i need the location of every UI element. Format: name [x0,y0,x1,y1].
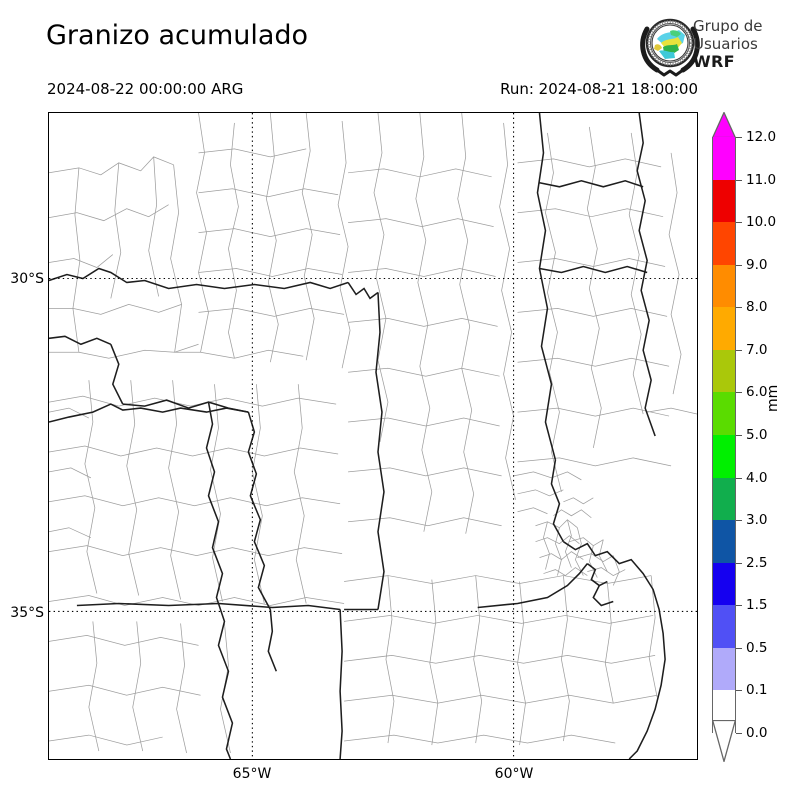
colorbar-tick [736,690,742,692]
colorbar-tick [736,647,742,649]
run-time-label: Run: 2024-08-21 18:00:00 [500,80,698,98]
colorbar-tick-label: 3.0 [746,512,768,529]
colorbar-segment [713,434,735,478]
colorbar-tick-label: 0.5 [746,639,768,656]
colorbar-tick-label: 10.0 [746,214,777,231]
colorbar-segment [713,520,735,563]
logo-line-3: WRF [693,52,735,71]
colorbar-tick [736,307,742,309]
department-boundaries [49,113,697,754]
colorbar-tick [736,435,742,436]
page-title: Granizo acumulado [46,20,309,51]
colorbar-tick [736,264,742,266]
logo-line-1: Grupo de [693,17,763,35]
colorbar-tick [736,562,742,564]
wrf-seal-icon [640,18,700,77]
colorbar-tick [736,137,742,138]
graticule [49,113,697,759]
colorbar-tick-label: 0.1 [746,682,768,699]
colorbar-segment [713,137,735,180]
colorbar-tick-label: 12.0 [746,129,777,145]
colorbar-tick-label: 9.0 [746,256,768,273]
lon-label-60w: 60°W [494,766,534,782]
logo-line-2: Usuarios [693,35,758,53]
colorbar-tick [736,179,742,181]
colorbar-min-arrow [712,720,736,762]
colorbar-tick [736,222,742,224]
lat-label-30s: 30°S [10,271,44,287]
colorbar-tick-label: 2.5 [746,554,768,571]
map-plot-area[interactable] [48,112,698,760]
colorbar-tick-label: 6.0 [746,384,768,401]
colorbar-tick [736,477,742,479]
colorbar-segment [713,477,735,521]
map-vector-layer [49,113,697,759]
colorbar-segment [713,605,735,648]
colorbar-unit-label: mm [765,384,781,412]
colorbar-segment [713,647,735,691]
colorbar-segment [713,222,735,265]
colorbar-tick-label: 4.0 [746,469,768,486]
colorbar-tick-label: 11.0 [746,171,777,188]
colorbar-tick [736,392,742,394]
province-boundaries [49,113,666,759]
colorbar-segment [713,562,735,606]
colorbar-segment [713,392,735,435]
valid-time-label: 2024-08-22 00:00:00 ARG [47,80,244,98]
colorbar-tick [736,605,742,607]
colorbar-tick-label: 7.0 [746,341,768,358]
colorbar-tick-label: 8.0 [746,299,768,316]
colorbar-segment [713,307,735,350]
colorbar-segment [713,264,735,308]
colorbar-max-arrow [712,111,736,138]
colorbar-tick [736,349,742,351]
colorbar-segment [713,179,735,223]
colorbar-segment [713,349,735,393]
colorbar-tick-label: 1.5 [746,597,768,614]
colorbar-gradient [712,137,736,733]
colorbar-tick-label: 0.0 [746,725,768,741]
lat-label-35s: 35°S [10,605,44,621]
colorbar-tick [736,520,742,522]
colorbar: 0.0 0.1 0.5 1.5 2.5 3.0 4.0 5.0 6.0 7.0 8.0 9.0 10.0… [712,111,776,762]
logo-block: Grupo de Usuarios WRF [637,13,797,79]
colorbar-tick-label: 5.0 [746,427,768,443]
lon-label-65w: 65°W [232,766,272,782]
colorbar-tick [736,733,742,734]
logo-text: Grupo de Usuarios WRF [693,17,763,71]
